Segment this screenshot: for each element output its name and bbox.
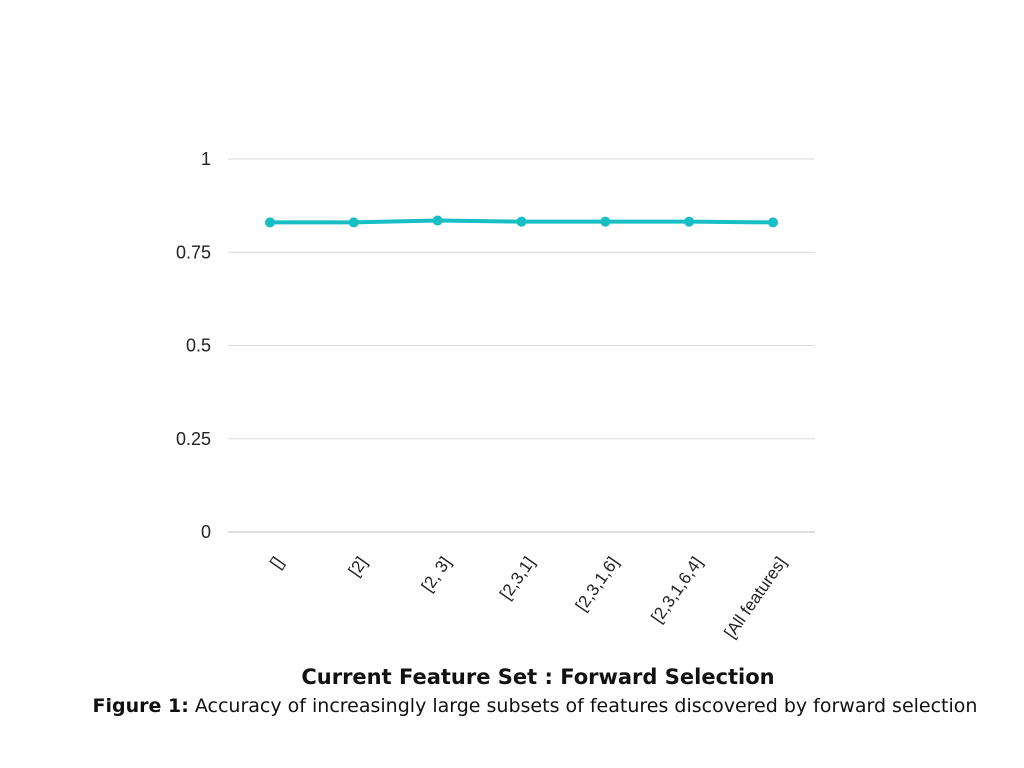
- x-tick-label: [2]: [345, 553, 371, 579]
- y-tick-label: 0.5: [186, 336, 211, 356]
- y-tick-label: 0.25: [176, 429, 211, 449]
- series-accuracy: [265, 215, 778, 228]
- data-point: [265, 217, 275, 228]
- x-tick-labels: [] [2] [2, 3] [2,3,1] [2,3,1,6] [2,3,1,6,4] [A…: [266, 553, 790, 641]
- x-tick-label: [2,3,1,6,4]: [648, 553, 707, 626]
- data-point: [768, 217, 778, 228]
- grid-lines: [228, 158, 815, 533]
- x-axis-label: Current Feature Set : Forward Selection: [301, 665, 774, 689]
- x-tick-label: [2, 3]: [418, 553, 455, 595]
- y-tick-label: 0.75: [176, 242, 211, 262]
- x-tick-label: []: [266, 553, 287, 572]
- y-tick-label: 1: [201, 149, 211, 169]
- data-point: [684, 216, 695, 227]
- data-point: [348, 217, 359, 228]
- data-point: [432, 215, 443, 226]
- data-point: [516, 216, 527, 227]
- data-point: [600, 216, 611, 227]
- y-tick-label: 0: [201, 522, 211, 542]
- figure-caption: Figure 1: Accuracy of increasingly large…: [0, 695, 1024, 717]
- caption-text: Accuracy of increasingly large subsets o…: [194, 695, 978, 717]
- y-tick-labels: 0 0.25 0.5 0.75 1: [176, 149, 211, 542]
- x-tick-label: [2,3,1,6]: [572, 553, 623, 614]
- x-tick-label: [All features]: [721, 553, 791, 641]
- caption-label: Figure 1:: [92, 695, 189, 717]
- x-tick-label: [2,3,1]: [496, 553, 539, 603]
